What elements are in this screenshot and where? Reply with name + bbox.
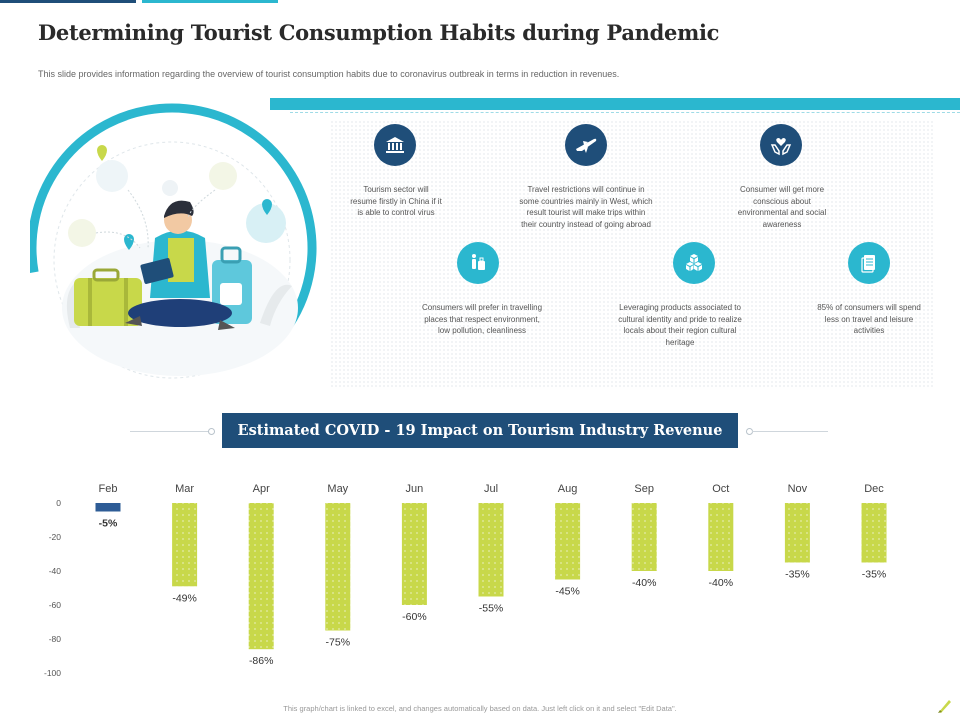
bar-jun xyxy=(401,503,427,605)
bar-oct xyxy=(708,503,734,571)
category-label-nov: Nov xyxy=(788,483,808,495)
page-subtitle: This slide provides information regardin… xyxy=(38,69,620,79)
feature-text-6: 85% of consumers will spend less on trav… xyxy=(817,303,921,335)
bar-dec xyxy=(861,503,887,563)
category-label-dec: Dec xyxy=(864,483,884,495)
data-label-oct: -40% xyxy=(709,577,734,589)
data-label-dec: -35% xyxy=(862,569,887,581)
bar-may xyxy=(325,503,351,631)
feature-text-3: Consumer will get more conscious about e… xyxy=(737,185,827,229)
y-tick-label: -100 xyxy=(44,668,61,678)
decorative-dashed-line xyxy=(290,112,960,113)
data-label-may: -75% xyxy=(326,637,351,649)
revenue-bar-chart: 0 -20 -40 -60 -80 -100 Feb Mar Apr May Jun Jul Aug S… xyxy=(44,483,887,678)
bar-nov xyxy=(784,503,810,563)
category-label-may: May xyxy=(327,483,348,495)
footer-note: This graph/chart is linked to excel, and… xyxy=(283,704,677,713)
pen-icon xyxy=(938,700,951,713)
data-label-mar: -49% xyxy=(172,592,197,604)
decorative-stripe-band xyxy=(270,98,960,110)
banner-line-left xyxy=(130,431,212,432)
museum-icon xyxy=(374,124,416,166)
feature-text-4: Consumers will prefer in travelling plac… xyxy=(421,303,543,335)
feature-text-2: Travel restrictions will continue in som… xyxy=(519,185,653,229)
y-tick-label: 0 xyxy=(56,498,61,508)
top-accent-bar-navy xyxy=(0,0,136,3)
data-label-jun: -60% xyxy=(402,611,427,623)
category-label-mar: Mar xyxy=(175,483,194,495)
data-label-jul: -55% xyxy=(479,603,504,615)
heart-hands-icon xyxy=(760,124,802,166)
bar-aug xyxy=(555,503,581,580)
y-tick-label: -60 xyxy=(49,600,62,610)
traveller-luggage-icon xyxy=(457,242,499,284)
bar-jul xyxy=(478,503,504,597)
boxes-icon xyxy=(673,242,715,284)
category-label-oct: Oct xyxy=(712,483,729,495)
top-accent-bar-cyan xyxy=(142,0,278,3)
category-label-apr: Apr xyxy=(253,483,270,495)
feature-text-1: Tourism sector will resume firstly in Ch… xyxy=(350,185,442,217)
banner-dot-left xyxy=(208,428,215,435)
document-icon xyxy=(848,242,890,284)
tourist-illustration xyxy=(30,103,317,393)
page-title: Determining Tourist Consumption Habits d… xyxy=(38,20,720,45)
category-label-aug: Aug xyxy=(558,483,578,495)
bar-sep xyxy=(631,503,657,571)
category-label-sep: Sep xyxy=(634,483,654,495)
data-label-feb: -5% xyxy=(99,518,118,530)
data-label-nov: -35% xyxy=(785,569,810,581)
category-label-jul: Jul xyxy=(484,483,498,495)
y-tick-label: -40 xyxy=(49,566,62,576)
y-tick-label: -80 xyxy=(49,634,62,644)
bar-feb xyxy=(95,503,121,512)
chart-banner-title: Estimated COVID - 19 Impact on Tourism I… xyxy=(222,413,738,448)
data-label-apr: -86% xyxy=(249,655,274,667)
features-background xyxy=(330,120,935,388)
y-tick-label: -20 xyxy=(49,532,62,542)
data-label-aug: -45% xyxy=(555,586,580,598)
banner-line-right xyxy=(752,431,828,432)
data-label-sep: -40% xyxy=(632,577,657,589)
category-label-jun: Jun xyxy=(406,483,424,495)
feature-text-5: Leveraging products associated to cultur… xyxy=(618,303,742,347)
category-label-feb: Feb xyxy=(99,483,118,495)
bar-mar xyxy=(172,503,198,587)
airplane-icon xyxy=(565,124,607,166)
bar-apr xyxy=(248,503,274,650)
